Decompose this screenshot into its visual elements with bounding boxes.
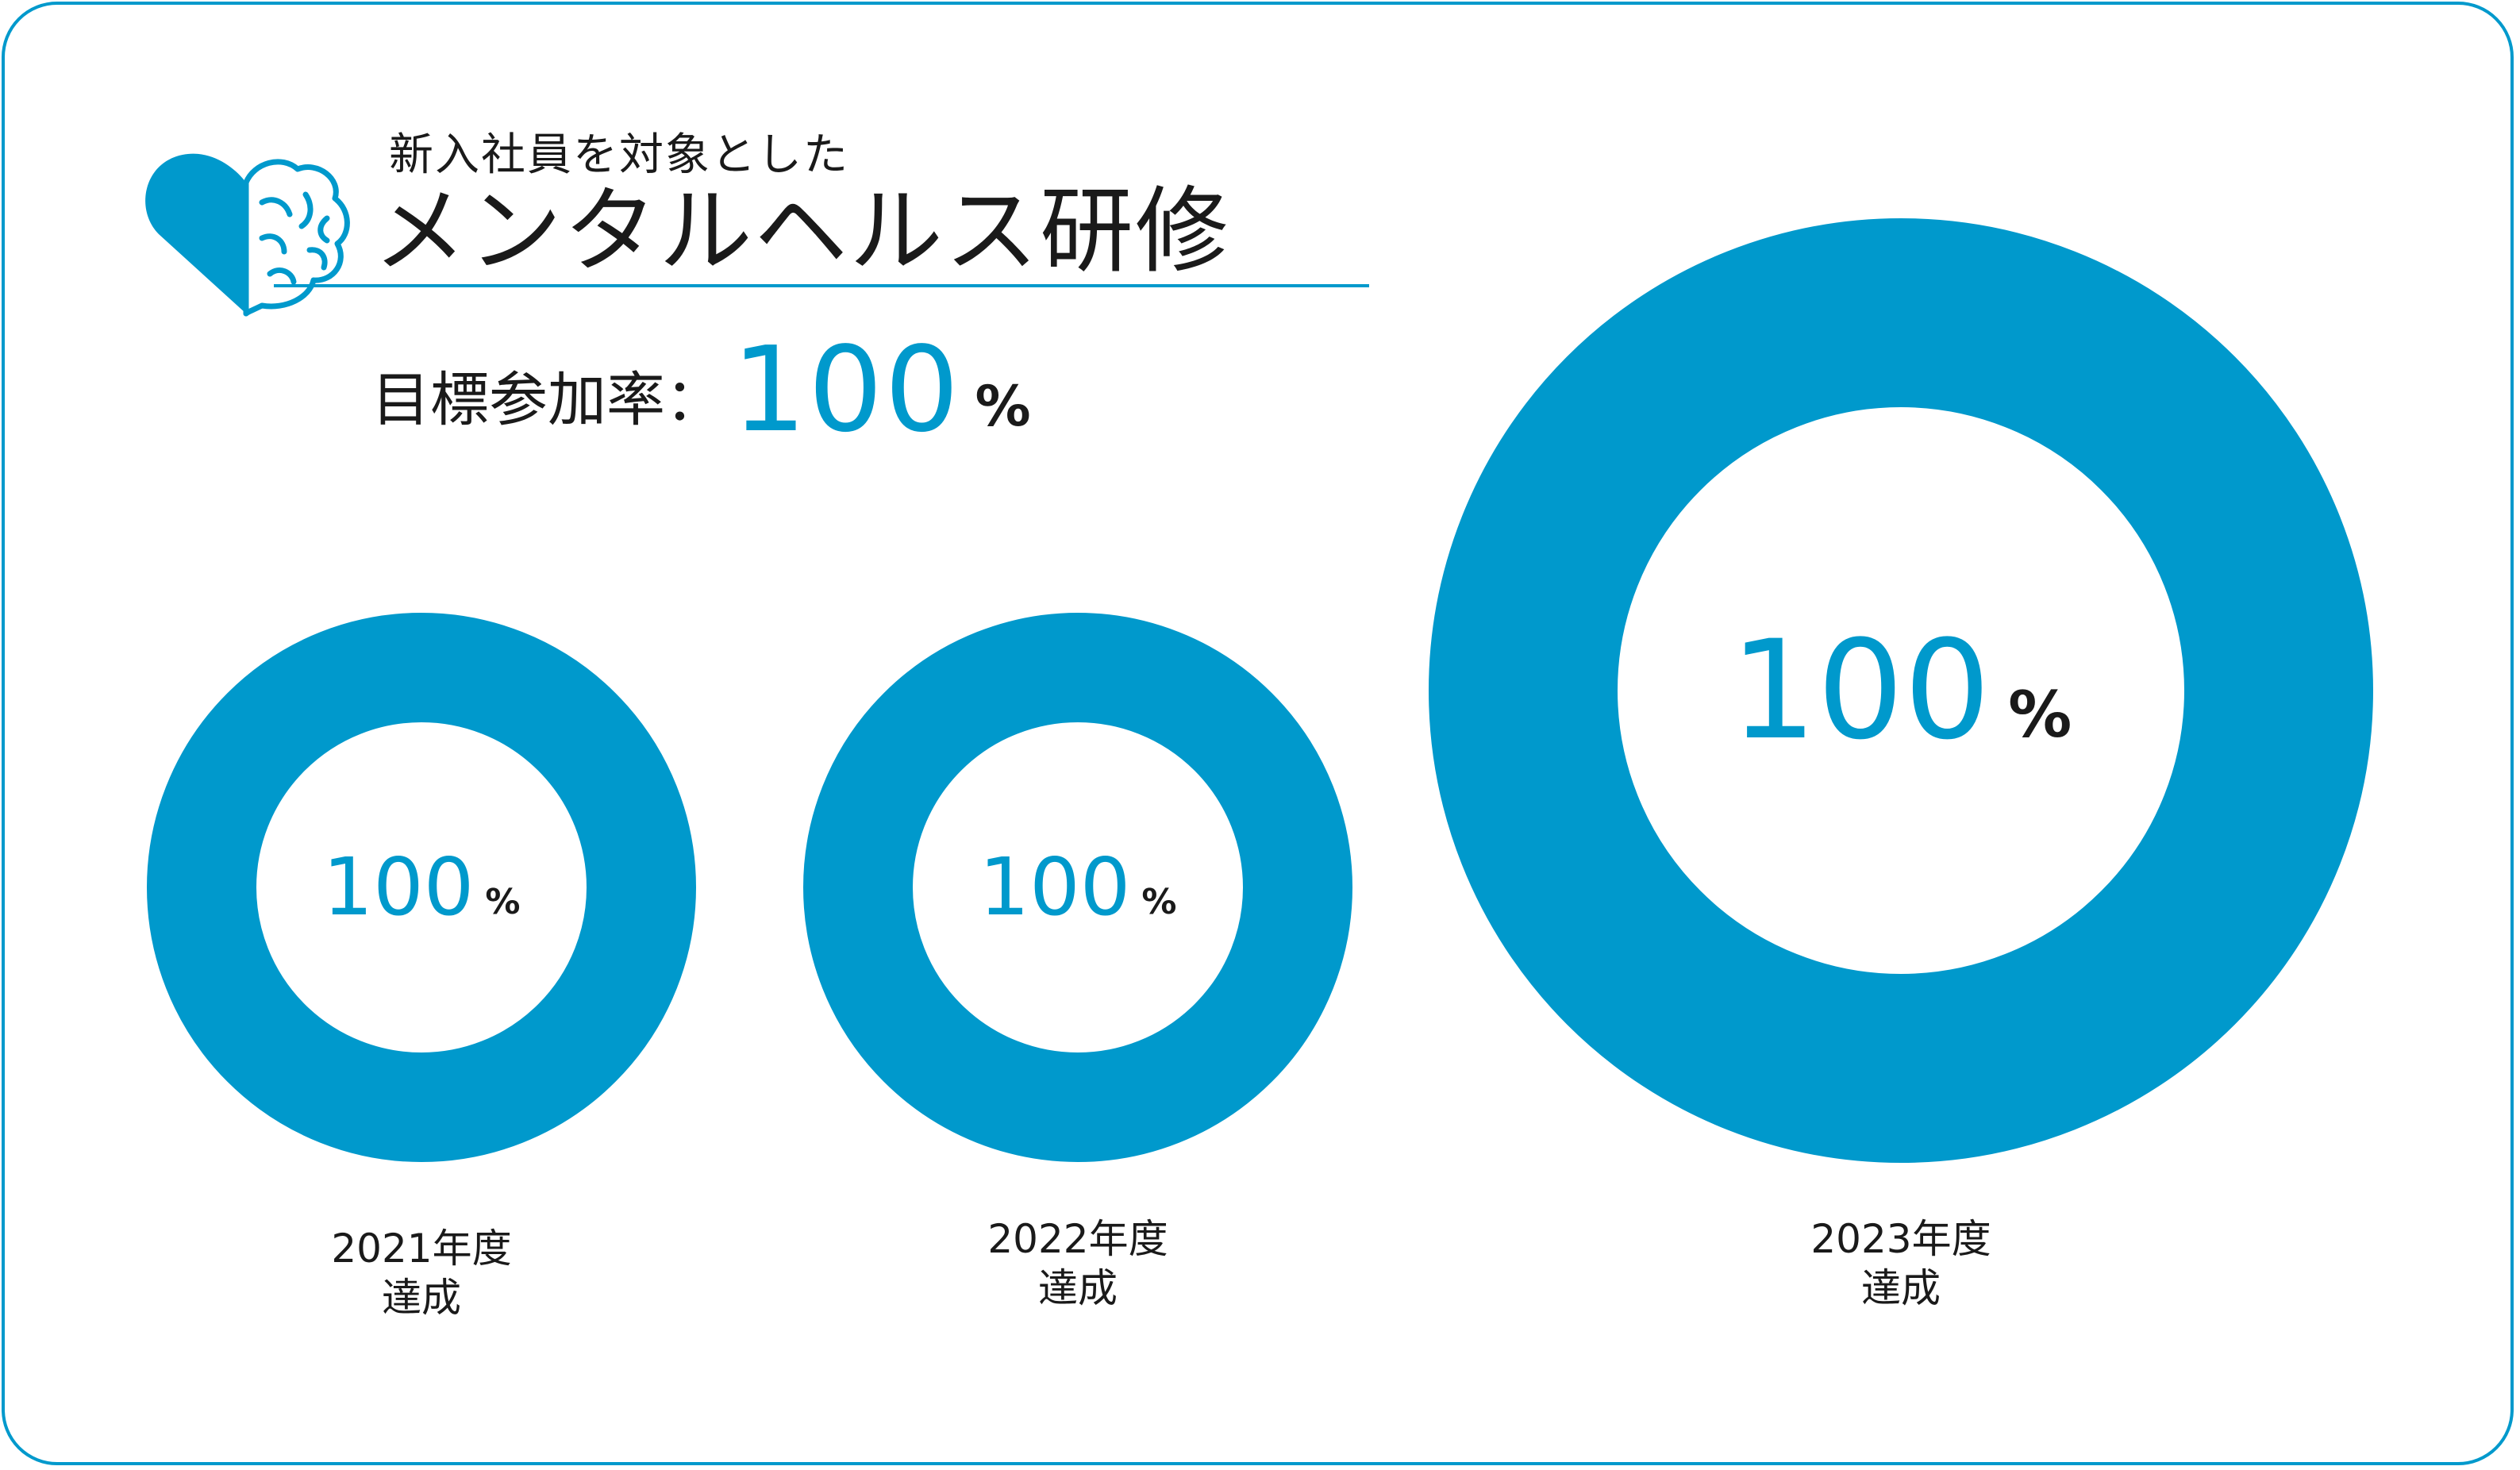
- donut-label-2021: 100 %: [147, 613, 696, 1162]
- donut-value: 100: [322, 841, 475, 933]
- caption-status: 達成: [382, 1275, 461, 1321]
- target-unit: %: [975, 374, 1031, 439]
- donut-value: 100: [979, 841, 1131, 933]
- target-label: 目標参加率：: [371, 366, 724, 434]
- donut-unit: %: [1141, 881, 1177, 922]
- caption-year: 2022年度: [987, 1216, 1168, 1262]
- subtitle: 新入社員を対象とした: [389, 129, 849, 181]
- donut-value: 100: [1729, 610, 1991, 770]
- caption-status: 達成: [1038, 1265, 1118, 1311]
- donut-unit: %: [485, 881, 521, 922]
- heart-brain-icon: [145, 153, 350, 317]
- donut-label-2023: 100 %: [1429, 218, 2373, 1163]
- donut-label-2022: 100 %: [803, 613, 1352, 1162]
- page-title: メンタルヘルス研修: [373, 176, 1231, 286]
- caption-year: 2023年度: [1810, 1216, 1991, 1262]
- target-value: 100: [732, 321, 961, 458]
- caption-2021: 2021年度 達成: [263, 1224, 580, 1322]
- target-rate: 目標参加率： 100 %: [371, 329, 1031, 448]
- caption-2022: 2022年度 達成: [919, 1214, 1237, 1313]
- caption-status: 達成: [1861, 1265, 1941, 1311]
- title-underline: [274, 284, 1369, 287]
- caption-2023: 2023年度 達成: [1742, 1214, 2060, 1313]
- caption-year: 2021年度: [331, 1226, 512, 1272]
- donut-unit: %: [2008, 677, 2072, 752]
